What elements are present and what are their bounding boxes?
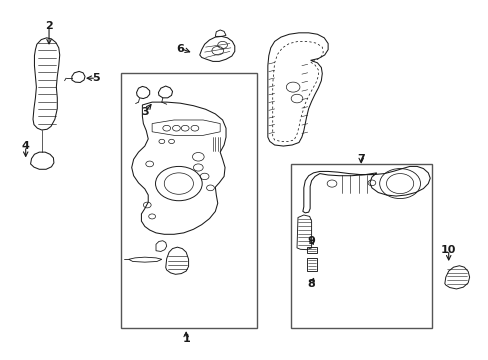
Text: 6: 6 [176, 44, 184, 54]
Bar [120, 73, 256, 328]
Text: 7: 7 [357, 154, 365, 163]
Bar [306, 257, 317, 271]
Text: 3: 3 [141, 107, 148, 117]
Bar [290, 164, 431, 328]
Text: 8: 8 [307, 279, 315, 289]
Text: 5: 5 [92, 73, 100, 83]
Bar [306, 247, 317, 253]
Text: 10: 10 [440, 245, 455, 255]
Text: 1: 1 [182, 334, 190, 344]
Text: 4: 4 [22, 141, 30, 151]
Text: 9: 9 [307, 236, 315, 246]
Text: 2: 2 [45, 21, 53, 31]
